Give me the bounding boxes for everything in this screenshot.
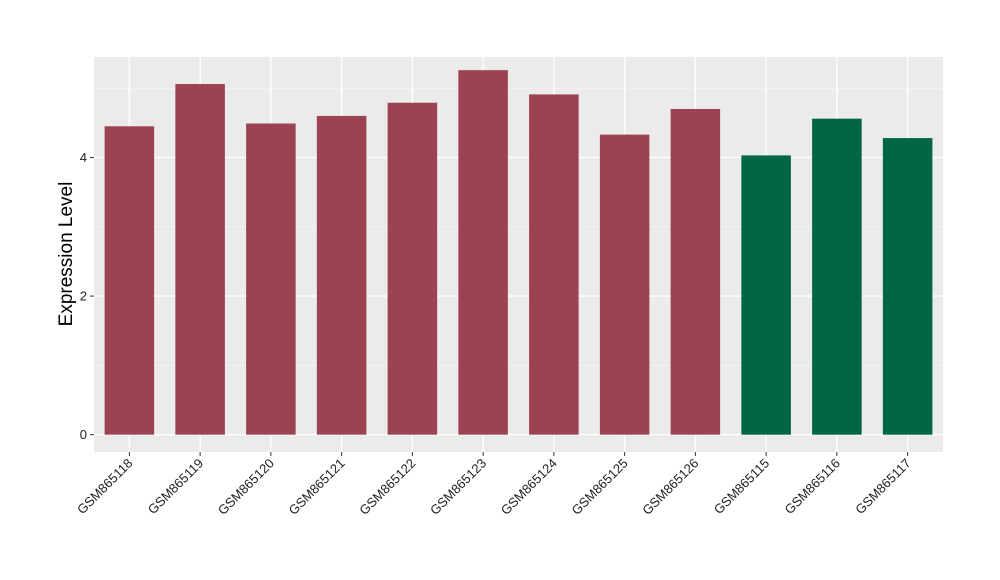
x-tick-label: GSM865119 xyxy=(145,456,207,518)
bar-GSM865120 xyxy=(246,123,296,435)
x-tick-label: GSM865122 xyxy=(356,456,418,518)
x-tick-label: GSM865115 xyxy=(711,456,773,518)
bar-GSM865118 xyxy=(104,126,155,435)
y-axis: 0 2 4 xyxy=(80,150,94,442)
x-tick-label: GSM865124 xyxy=(498,456,560,518)
x-axis: GSM865118 GSM865119 GSM865120 GSM865121 GSM8… xyxy=(74,452,914,518)
x-tick-label: GSM865117 xyxy=(852,456,914,518)
bar-GSM865125 xyxy=(599,134,650,435)
bar-GSM865117 xyxy=(882,138,933,435)
bar-GSM865115 xyxy=(741,155,791,435)
bars-group xyxy=(104,70,933,435)
y-tick-label: 2 xyxy=(80,289,87,304)
y-tick-label: 4 xyxy=(80,150,87,165)
bar-GSM865122 xyxy=(387,102,438,435)
x-tick-label: GSM865116 xyxy=(781,456,843,518)
bar-GSM865124 xyxy=(529,94,579,435)
plot-panel xyxy=(94,57,943,452)
bar-GSM865126 xyxy=(670,108,721,435)
bar-GSM865123 xyxy=(458,70,508,435)
y-tick-label: 0 xyxy=(80,427,87,442)
x-tick-label: GSM865123 xyxy=(427,456,489,518)
x-tick-label: GSM865126 xyxy=(639,456,701,518)
x-tick-label: GSM865121 xyxy=(286,456,348,518)
x-tick-label: GSM865118 xyxy=(74,456,136,518)
x-tick-label: GSM865125 xyxy=(569,456,631,518)
x-tick-label: GSM865120 xyxy=(215,456,277,518)
y-axis-label: Expression Level xyxy=(56,182,77,327)
bar-GSM865116 xyxy=(812,118,862,435)
bar-GSM865119 xyxy=(175,84,225,435)
bar-GSM865121 xyxy=(316,115,367,435)
